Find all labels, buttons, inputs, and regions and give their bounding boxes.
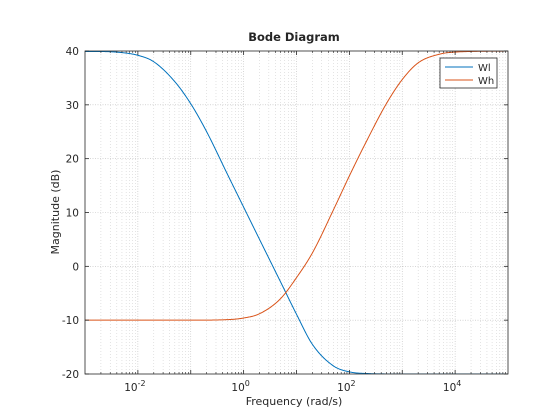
y-tick-label: 0 xyxy=(72,261,79,273)
y-tick-label: -20 xyxy=(62,369,79,381)
y-axis-label: Magnitude (dB) xyxy=(49,170,62,255)
x-axis-label: Frequency (rad/s) xyxy=(246,395,343,408)
x-tick-label: 102 xyxy=(337,379,355,394)
x-tick-labels: 10-2 100 102 104 xyxy=(124,379,461,394)
y-tick-label: 40 xyxy=(66,46,79,58)
x-tick-label: 100 xyxy=(231,379,249,394)
y-tick-label: 10 xyxy=(66,208,79,220)
series-line-wh xyxy=(85,51,508,321)
legend-label-wl: Wl xyxy=(478,63,491,74)
chart-title: Bode Diagram xyxy=(248,30,340,44)
series-layer xyxy=(85,51,508,374)
legend-box xyxy=(439,57,498,89)
x-tick-label: 10-2 xyxy=(124,379,145,394)
y-tick-label: -10 xyxy=(62,315,79,327)
y-tick-label: 30 xyxy=(66,100,79,112)
y-tick-labels: -20 -10 0 10 20 30 40 xyxy=(62,46,79,381)
legend: Wl Wh xyxy=(439,57,498,89)
series-line-wl xyxy=(85,51,508,374)
y-tick-label: 20 xyxy=(66,154,79,166)
tick-marks xyxy=(85,50,508,375)
x-tick-label: 104 xyxy=(443,379,461,394)
legend-label-wh: Wh xyxy=(478,76,494,87)
